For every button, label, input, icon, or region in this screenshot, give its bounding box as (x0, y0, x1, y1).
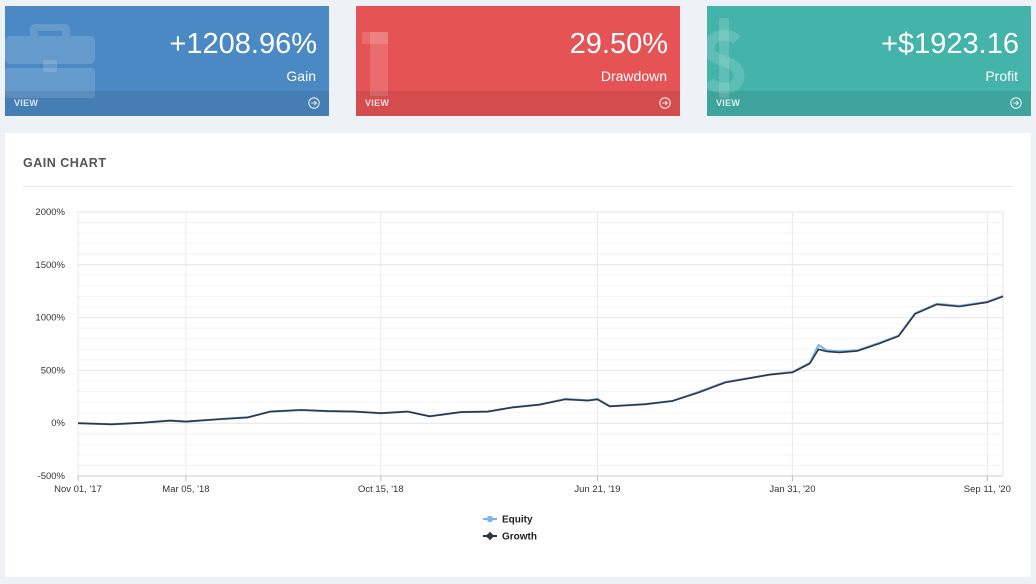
gain-chart: -500% 0% 500% 1000% 1500% 2000% Nov 01, '17 Ma… (35, 207, 1011, 543)
y-tick-label: 500% (41, 365, 66, 376)
drawdown-view-label: VIEW (365, 98, 390, 108)
y-tick-label: 1500% (35, 260, 65, 271)
gain-label: Gain (286, 68, 316, 84)
chart-grid (77, 211, 1004, 477)
drawdown-view-link[interactable]: VIEW (356, 91, 680, 116)
drawdown-value: 29.50% (569, 28, 668, 60)
chart-legend: Equity Growth (483, 515, 537, 543)
drawdown-label: Drawdown (600, 68, 667, 84)
panel-title: GAIN CHART (23, 156, 107, 170)
arrow-circle-right-icon (1010, 97, 1022, 109)
x-tick-label: Jun 21, '19 (574, 484, 620, 495)
arrow-circle-right-icon (659, 97, 671, 109)
profit-view-link[interactable]: VIEW (707, 91, 1031, 116)
profit-card-body: +$1923.16 Profit (707, 6, 1031, 98)
profit-label: Profit (985, 68, 1018, 84)
gain-view-label: VIEW (14, 98, 39, 108)
profit-value: +$1923.16 (881, 28, 1019, 60)
plot-border (77, 211, 1004, 477)
x-tick-label: Nov 01, '17 (54, 484, 102, 495)
legend-label: Equity (502, 515, 533, 526)
gain-chart-panel: GAIN CHART -500% 0% 500% 1000% 1500% 2000% No… (5, 133, 1031, 577)
legend-label: Growth (502, 532, 537, 543)
x-tick-label: Mar 05, '18 (162, 484, 209, 495)
gain-view-link[interactable]: VIEW (5, 91, 329, 116)
profit-card: +$1923.16 Profit VIEW (707, 6, 1031, 116)
chart-series (77, 294, 1004, 426)
drawdown-card: 29.50% Drawdown VIEW (356, 6, 680, 116)
y-tick-label: -500% (38, 471, 66, 482)
gain-value: +1208.96% (169, 28, 317, 60)
drawdown-card-body: 29.50% Drawdown (356, 6, 680, 96)
x-tick-label: Oct 15, '18 (358, 484, 404, 495)
series-line-growth (77, 295, 1004, 426)
y-tick-label: 0% (51, 418, 65, 429)
x-tick-label: Jan 31, '20 (769, 484, 815, 495)
legend-marker-circle (486, 515, 494, 523)
x-tick-label: Sep 11, '20 (964, 484, 1011, 495)
dollar-icon (707, 18, 745, 98)
legend-marker-diamond (485, 531, 495, 541)
profit-view-label: VIEW (716, 98, 741, 108)
y-tick-label: 2000% (35, 207, 65, 218)
y-tick-label: 1000% (35, 313, 65, 324)
divider (23, 186, 1013, 187)
arrow-circle-right-icon (308, 97, 320, 109)
gain-card: +1208.96% Gain VIEW (5, 6, 329, 116)
arrow-down-icon (362, 32, 388, 96)
x-axis: Nov 01, '17 Mar 05, '18 Oct 15, '18 Jun 21,… (54, 475, 1011, 495)
y-axis: -500% 0% 500% 1000% 1500% 2000% (35, 207, 65, 482)
briefcase-icon (5, 24, 95, 98)
gain-card-body: +1208.96% Gain (5, 6, 329, 98)
